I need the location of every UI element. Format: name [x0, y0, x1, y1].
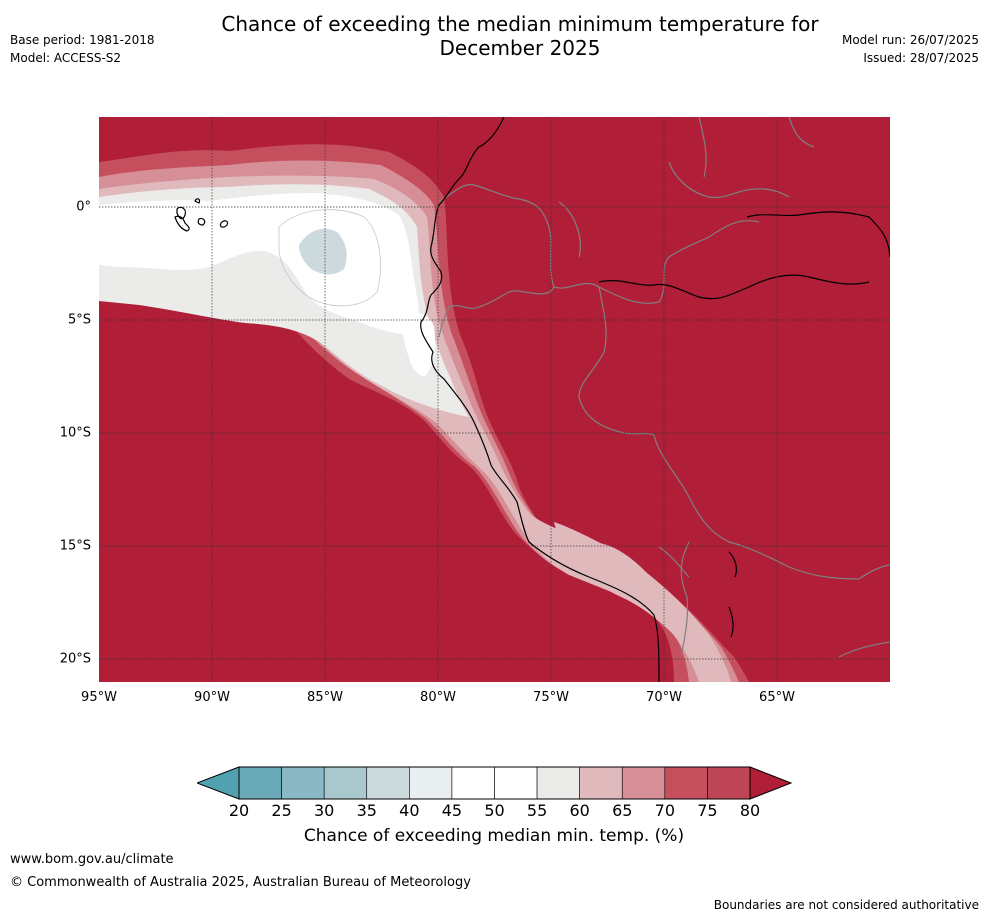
meta-left: Base period: 1981-2018 Model: ACCESS-S2: [10, 31, 155, 67]
lon-label-75w: 75°W: [533, 690, 569, 705]
colorbar-cell: [281, 766, 325, 800]
model-name: Model: ACCESS-S2: [10, 51, 122, 65]
lon-label-80w: 80°W: [420, 690, 456, 705]
colorbar-cells: [238, 766, 751, 800]
map-title: Chance of exceeding the median minimum t…: [0, 12, 988, 60]
footer-disclaimer: Boundaries are not considered authoritat…: [713, 898, 979, 912]
colorbar: [197, 766, 793, 800]
map-canvas: [99, 116, 891, 683]
galapagos-islands: [174, 198, 229, 232]
colorbar-tick-label: 60: [569, 801, 590, 820]
lon-label-85w: 85°W: [307, 690, 343, 705]
meta-right: Model run: 26/07/2025 Issued: 28/07/2025: [842, 31, 979, 67]
colorbar-title: Chance of exceeding median min. temp. (%…: [303, 826, 685, 846]
colorbar-tick-label: 35: [356, 801, 377, 820]
colorbar-cell: [579, 766, 623, 800]
colorbar-under-arrow: [197, 766, 240, 800]
colorbar-tick-label: 30: [313, 801, 335, 820]
colorbar-cell: [451, 766, 495, 800]
issued-date: Issued: 28/07/2025: [863, 51, 979, 65]
lon-label-65w: 65°W: [759, 690, 795, 705]
region-45-50: [278, 209, 381, 307]
lat-label-20s: 20°S: [59, 651, 91, 667]
colorbar-over-arrow: [749, 766, 793, 800]
colorbar-tick-label: 75: [697, 801, 718, 820]
colorbar-tick-label: 70: [654, 801, 676, 820]
region-coastal-band: [554, 522, 714, 682]
colorbar-tick-label: 50: [484, 801, 505, 820]
title-line-1: Chance of exceeding the median minimum t…: [221, 12, 819, 36]
lat-label-15s: 15°S: [59, 538, 91, 554]
colorbar-cell: [664, 766, 708, 800]
lat-label-5s: 5°S: [67, 312, 91, 328]
map-panel: [99, 116, 891, 683]
colorbar-tick-label: 55: [526, 801, 548, 820]
lon-label-70w: 70°W: [646, 690, 682, 705]
colorbar-cell: [366, 766, 410, 800]
colorbar-cell: [621, 766, 666, 800]
colorbar-tick-label: 80: [739, 801, 761, 820]
colorbar-tick-label: 65: [612, 801, 633, 820]
lon-label-95w: 95°W: [81, 690, 117, 705]
region-50-55: [99, 193, 419, 335]
colorbar-tick-label: 40: [399, 801, 420, 820]
colorbar-cell: [238, 766, 282, 800]
colorbar-tick-label: 20: [228, 801, 250, 820]
region-coastal-white: [402, 312, 435, 377]
region-35-40: [299, 228, 347, 275]
colorbar-cell: [494, 766, 538, 800]
lat-label-0: 0°: [76, 199, 91, 215]
colorbar-tick-label: 25: [271, 801, 292, 820]
graticule: [99, 117, 890, 682]
lon-label-90w: 90°W: [194, 690, 230, 705]
colorbar-frame: [238, 766, 751, 800]
colorbar-cell: [707, 766, 751, 800]
colorbar-tick-label: 45: [441, 801, 463, 820]
colorbar-cell: [536, 766, 580, 800]
model-run: Model run: 26/07/2025: [841, 33, 979, 47]
country-borders: [438, 116, 890, 658]
colorbar-cell: [409, 766, 453, 800]
colorbar-cell: [323, 766, 368, 800]
coastline: [420, 116, 891, 683]
base-period: Base period: 1981-2018: [10, 33, 155, 47]
footer-copyright: © Commonwealth of Australia 2025, Austra…: [10, 875, 471, 890]
footer-url[interactable]: www.bom.gov.au/climate: [10, 852, 174, 867]
lat-label-10s: 10°S: [59, 425, 91, 441]
title-line-2: December 2025: [439, 36, 601, 60]
